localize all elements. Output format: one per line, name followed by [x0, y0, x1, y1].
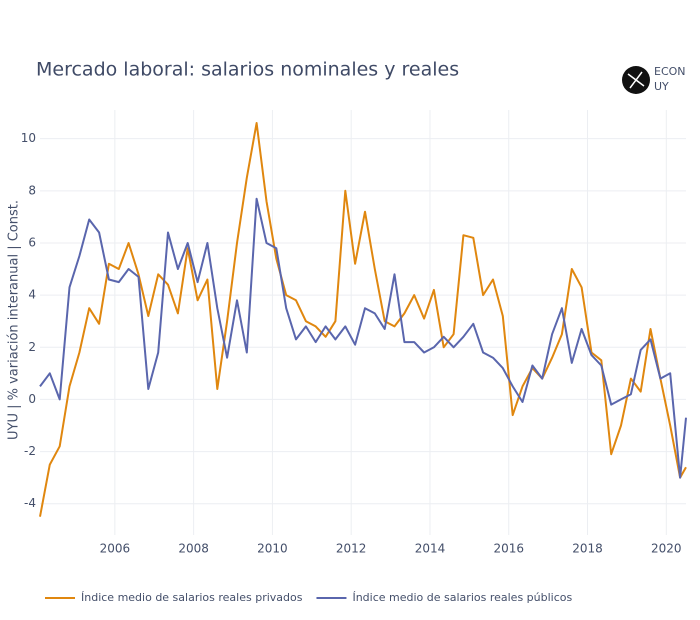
y-tick-label: 8 — [28, 183, 36, 197]
y-tick-label: 4 — [28, 288, 36, 302]
chart-title: Mercado laboral: salarios nominales y re… — [36, 59, 459, 81]
y-tick-label: 2 — [28, 340, 36, 354]
x-tick-label: 2006 — [100, 542, 131, 556]
x-tick-label: 2018 — [572, 542, 603, 556]
logo-icon-detail — [627, 71, 645, 89]
logo-text: ECON — [654, 65, 686, 78]
y-tick-label: -4 — [24, 496, 36, 510]
y-tick-label: 10 — [21, 131, 36, 145]
logo-text: UY — [654, 80, 669, 93]
legend-label: Índice medio de salarios reales públicos — [352, 591, 572, 604]
logo: ECON UY — [622, 65, 686, 94]
series-line — [39, 197, 687, 479]
x-tick-label: 2012 — [336, 542, 367, 556]
y-tick-label: 6 — [28, 235, 36, 249]
x-tick-label: 2008 — [178, 542, 209, 556]
y-axis-label: UYU | % variación interanual | Const. — [7, 200, 22, 440]
x-tick-label: 2016 — [493, 542, 524, 556]
series-line — [39, 122, 687, 517]
y-tick-label: -2 — [24, 444, 36, 458]
legend-label: Índice medio de salarios reales privados — [81, 591, 303, 604]
x-tick-label: 2010 — [257, 542, 288, 556]
x-tick-label: 2020 — [651, 542, 682, 556]
x-tick-label: 2014 — [415, 542, 446, 556]
y-tick-label: 0 — [28, 392, 36, 406]
